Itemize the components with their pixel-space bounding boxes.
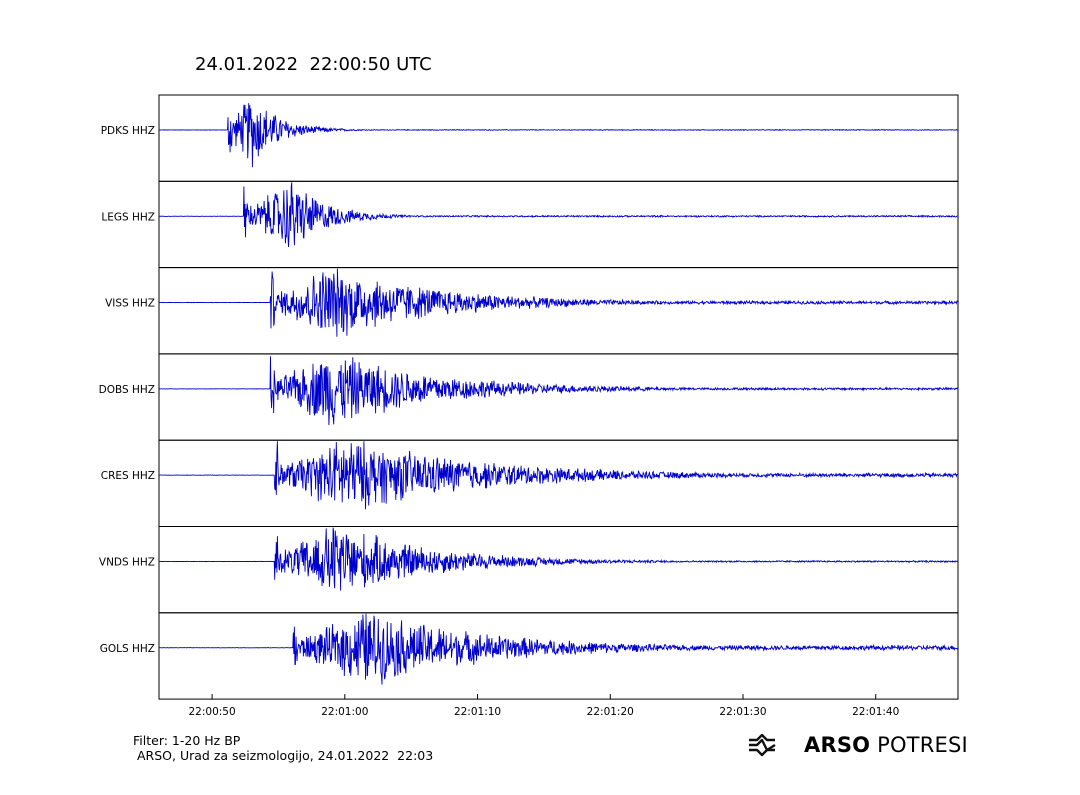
x-tick-label: 22:01:00 xyxy=(321,706,368,718)
station-label: GOLS HHZ xyxy=(100,643,155,655)
x-tick-label: 22:01:10 xyxy=(454,706,501,718)
trace-panel-dobs: DOBS HHZ xyxy=(99,353,959,441)
seismic-trace xyxy=(159,441,959,510)
trace-panel-cres: CRES HHZ xyxy=(101,439,959,528)
earthquake-wave-icon xyxy=(749,733,776,757)
seismic-trace xyxy=(158,356,959,426)
x-tick-label: 22:00:50 xyxy=(189,706,236,718)
station-label: VISS HHZ xyxy=(105,298,155,310)
x-tick-label: 22:01:30 xyxy=(719,706,766,718)
seismic-trace xyxy=(159,613,959,685)
seismic-trace xyxy=(159,268,959,337)
station-label: PDKS HHZ xyxy=(101,125,155,137)
panel-frame xyxy=(158,612,959,700)
logo-text: ARSO POTRESI xyxy=(804,733,968,757)
trace-panel-viss: VISS HHZ xyxy=(105,267,959,355)
x-tick-label: 22:01:40 xyxy=(852,706,899,718)
trace-panel-gols: GOLS HHZ xyxy=(100,612,959,700)
panel-frame xyxy=(158,353,959,441)
trace-panel-pdks: PDKS HHZ xyxy=(101,94,959,182)
logo-light-text: POTRESI xyxy=(870,733,968,757)
seismic-trace xyxy=(158,182,959,248)
trace-panel-legs: LEGS HHZ xyxy=(101,180,959,269)
panel-frame xyxy=(158,267,959,355)
trace-panel-vnds: VNDS HHZ xyxy=(99,526,959,614)
station-label: VNDS HHZ xyxy=(99,556,155,568)
station-label: CRES HHZ xyxy=(101,470,155,482)
station-label: DOBS HHZ xyxy=(99,384,155,396)
panel-frame xyxy=(158,526,959,614)
chart-title: 24.01.2022 22:00:50 UTC xyxy=(195,54,432,75)
logo-bold-text: ARSO xyxy=(804,733,871,757)
credit-label: ARSO, Urad za seizmologijo, 24.01.2022 2… xyxy=(137,748,434,763)
arso-potresi-logo: ARSO POTRESI xyxy=(746,731,968,759)
seismic-trace xyxy=(159,103,959,168)
x-tick-label: 22:01:20 xyxy=(587,706,634,718)
filter-label: Filter: 1-20 Hz BP xyxy=(133,733,241,748)
seismic-trace xyxy=(158,527,959,591)
station-label: LEGS HHZ xyxy=(101,211,155,223)
